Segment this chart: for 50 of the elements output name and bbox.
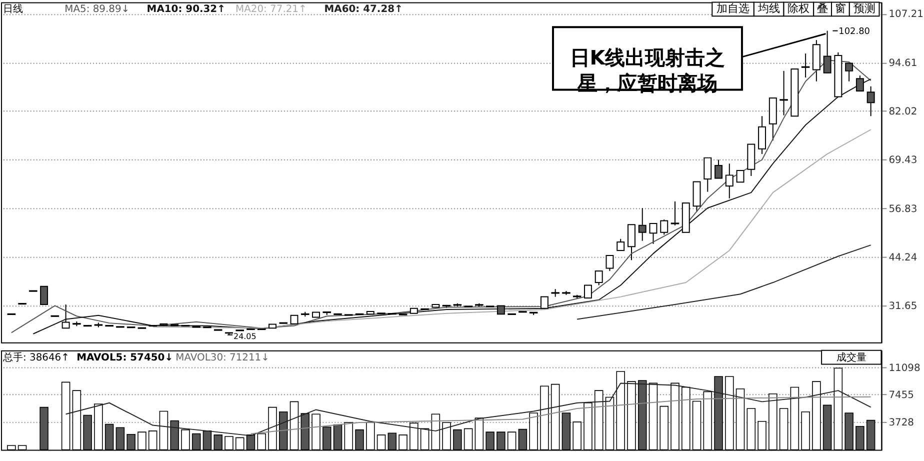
candlestick: [758, 116, 766, 154]
y-tick-label: 56.83: [888, 204, 918, 215]
y-tick-label: 82.02: [888, 106, 918, 118]
y-tick-label: 107.21: [888, 9, 924, 20]
candlestick: [736, 170, 744, 183]
candlestick: [660, 219, 668, 236]
annotation: MA60: 47.28↑: [324, 4, 403, 16]
y-tick-label: 44.24: [888, 252, 918, 264]
annotation: 加自选: [716, 2, 750, 16]
candlestick: [638, 208, 646, 242]
candlestick: [725, 163, 734, 199]
candlestick: [800, 53, 810, 78]
annotation: 窗: [834, 2, 846, 16]
line-series: [65, 382, 872, 436]
annotation: MAVOL30: 71211↓: [176, 352, 270, 364]
annotation: 除权: [788, 2, 810, 16]
y-tick-label: 31.65: [888, 300, 918, 312]
y-tick-label: 69.43: [888, 155, 918, 166]
candlestick: [778, 70, 789, 116]
candlestick: [856, 75, 864, 92]
candlestick: [704, 157, 712, 192]
annotation: 102.80: [838, 26, 870, 37]
candlestick: [584, 284, 592, 298]
line-series: [576, 244, 872, 320]
annotation: MA20: 77.21↑: [236, 4, 307, 16]
chart-title: 日线: [2, 3, 23, 16]
y-tick-label: 3728: [888, 418, 914, 429]
candlestick: [866, 86, 875, 117]
annotation: 成交量: [836, 351, 866, 364]
annotation: 叠: [817, 2, 828, 16]
candlestick: [649, 222, 658, 244]
annotation: 预测: [853, 2, 876, 16]
annotation: MA5: 89.89↓: [64, 4, 130, 16]
candlestick: [594, 270, 603, 286]
annotation: 均线: [756, 2, 780, 16]
candlestick: [40, 286, 48, 306]
annotation: 总手: 38646↑: [2, 351, 70, 364]
candlestick: [62, 304, 70, 329]
annotation: MAVOL5: 57450↓: [76, 352, 174, 364]
annotation: MA10: 90.32↑: [146, 4, 226, 16]
y-tick-label: 11098: [888, 362, 920, 374]
candlestick: [540, 296, 548, 309]
candlestick: [845, 62, 854, 82]
candlestick: [606, 254, 614, 272]
y-tick-label: 94.61: [888, 58, 918, 69]
candlestick: [616, 238, 625, 251]
annotation: 24.05: [234, 332, 256, 341]
y-tick-label: 7455: [888, 390, 914, 401]
candlestick: [670, 200, 680, 226]
line-series: [152, 129, 872, 329]
